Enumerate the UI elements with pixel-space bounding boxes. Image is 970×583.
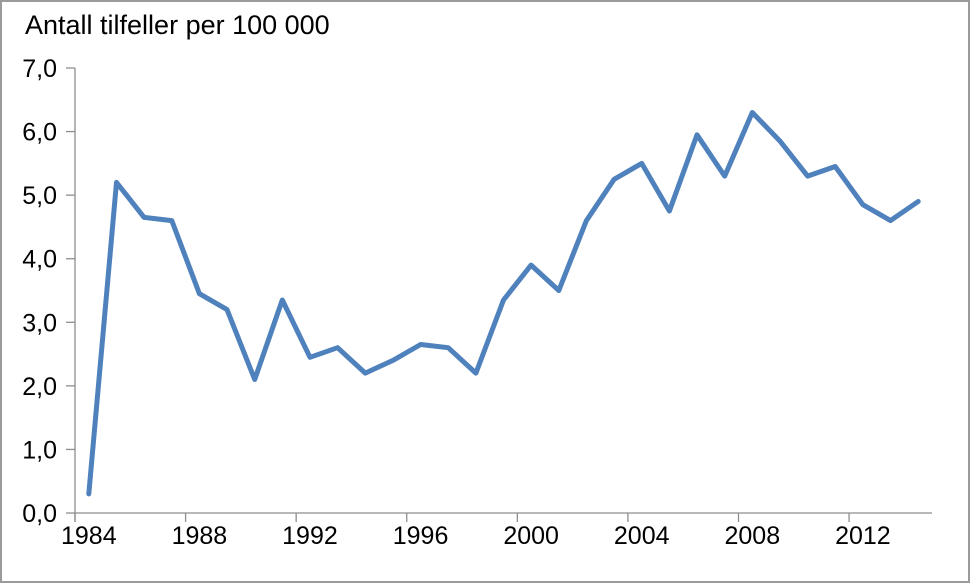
data-series-line xyxy=(86,110,921,497)
x-tick-label: 1996 xyxy=(393,522,449,550)
y-tick-label: 1,0 xyxy=(22,436,57,464)
y-tick-label: 5,0 xyxy=(22,182,57,210)
x-tick-label: 2008 xyxy=(724,522,780,550)
x-tick-label: 2000 xyxy=(503,522,559,550)
y-tick-label: 6,0 xyxy=(22,119,57,147)
y-tick-label: 2,0 xyxy=(22,373,57,401)
x-tick-label: 1984 xyxy=(61,522,117,550)
y-tick-label: 7,0 xyxy=(22,55,57,83)
y-tick-label: 0,0 xyxy=(22,500,57,528)
x-tick-label: 2004 xyxy=(614,522,670,550)
x-tick-label: 1992 xyxy=(282,522,338,550)
y-tick-label: 3,0 xyxy=(22,309,57,337)
x-tick-label: 1988 xyxy=(172,522,228,550)
x-tick-label: 2012 xyxy=(835,522,891,550)
y-tick-label: 4,0 xyxy=(22,246,57,274)
chart-title: Antall tilfeller per 100 000 xyxy=(25,10,330,40)
